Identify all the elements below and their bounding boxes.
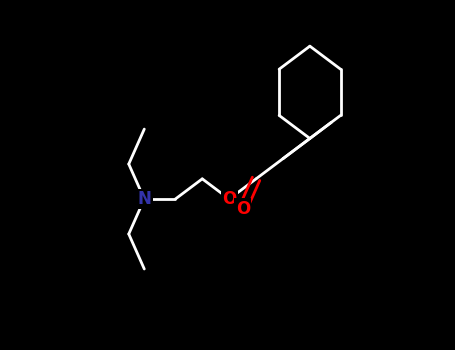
Text: O: O bbox=[236, 199, 250, 218]
Text: N: N bbox=[137, 190, 151, 208]
Text: O: O bbox=[222, 190, 236, 208]
